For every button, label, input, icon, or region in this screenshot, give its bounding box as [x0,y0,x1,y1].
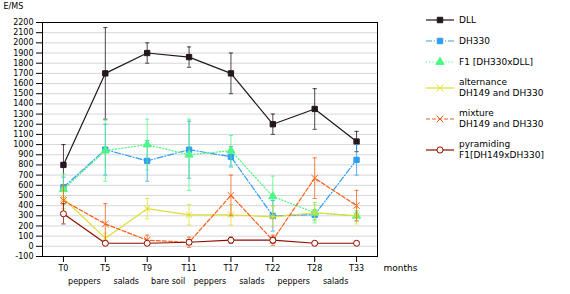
html-text:pyramiding F1[DH149xDH330]: pyramiding F1[DH149xDH330] [459,139,544,160]
svg-text:peppers: peppers [277,277,310,286]
html-text:DH330: DH330 [459,35,490,46]
svg-text:200: 200 [18,222,33,231]
html-text:alternance DH149 and DH330: alternance DH149 and DH330 [459,77,544,98]
svg-text:T28: T28 [306,264,322,273]
svg-text:300: 300 [18,211,33,220]
svg-text:T9: T9 [141,264,152,273]
html-text:DLL: DLL [459,14,476,25]
svg-text:400: 400 [18,201,33,210]
svg-text:0: 0 [28,242,33,251]
svg-text:2200: 2200 [13,18,33,27]
svg-text:500: 500 [18,191,33,200]
svg-text:100: 100 [18,232,33,241]
svg-text:1800: 1800 [13,59,33,68]
svg-text:1600: 1600 [13,79,33,88]
svg-text:T0: T0 [57,264,68,273]
svg-text:900: 900 [18,150,33,159]
svg-text:months: months [384,263,418,273]
html-text:mixture DH149 and DH330: mixture DH149 and DH330 [459,108,544,129]
svg-text:salads: salads [114,277,139,286]
svg-text:salads: salads [239,277,264,286]
svg-text:1500: 1500 [13,89,33,98]
svg-text:T22: T22 [264,264,280,273]
svg-text:1300: 1300 [13,110,33,119]
svg-text:1400: 1400 [13,99,33,108]
svg-text:E/MS: E/MS [4,2,24,11]
svg-text:800: 800 [18,160,33,169]
svg-text:peppers: peppers [68,277,101,286]
svg-text:T17: T17 [222,264,238,273]
svg-text:600: 600 [18,181,33,190]
svg-text:bare soil: bare soil [151,277,185,286]
svg-text:1100: 1100 [13,130,33,139]
svg-text:1900: 1900 [13,49,33,58]
svg-text:1700: 1700 [13,69,33,78]
html-text:F1 [DH330xDLL]: F1 [DH330xDLL] [459,56,533,67]
svg-text:peppers: peppers [194,277,227,286]
svg-text:-100: -100 [15,252,33,261]
svg-text:2000: 2000 [13,38,33,47]
svg-text:2100: 2100 [13,28,33,37]
svg-text:salads: salads [323,277,348,286]
svg-text:1200: 1200 [13,120,33,129]
svg-text:T33: T33 [348,264,364,273]
svg-text:700: 700 [18,171,33,180]
svg-text:1000: 1000 [13,140,33,149]
svg-text:T5: T5 [99,264,110,273]
svg-text:T11: T11 [181,264,197,273]
